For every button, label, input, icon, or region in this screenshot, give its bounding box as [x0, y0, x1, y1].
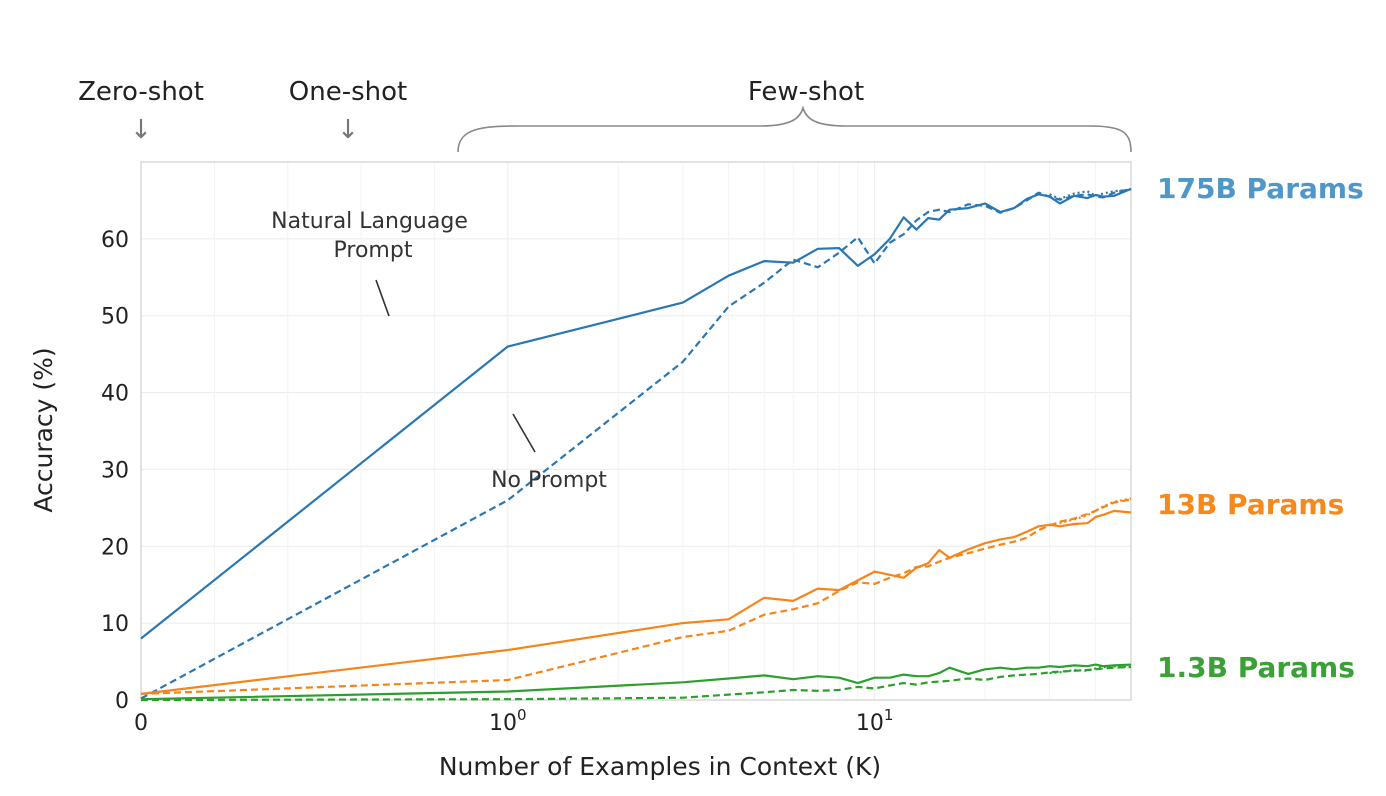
y-tick-label: 30 [101, 458, 129, 483]
zero-shot-label: Zero-shot [78, 77, 204, 107]
y-tick-label: 40 [101, 382, 129, 407]
label-175b-params: 175B Params [1157, 172, 1364, 205]
y-tick-label: 0 [115, 689, 129, 714]
series-line-13b-dashed [140, 498, 1132, 695]
series-line-175b-dashed [140, 187, 1132, 700]
annotation-line: No Prompt [491, 468, 607, 493]
series-layer [140, 187, 1132, 702]
natural-language-pointer [375, 279, 390, 317]
natural-language-prompt-annotation: Natural Language Prompt [271, 209, 475, 263]
x-tick-label: 0 [134, 711, 148, 736]
no-prompt-pointer [512, 413, 536, 453]
x-axis-title: Number of Examples in Context (K) [439, 752, 881, 781]
series-line-1-3b-solid [140, 663, 1132, 701]
series-line-175b-solid [140, 187, 1132, 640]
series-line-175b-dotted [1049, 188, 1132, 200]
annotation-line: Natural Language [271, 209, 468, 234]
zero-shot-arrow-icon: ↓ [130, 115, 152, 145]
series-line-1-3b-dashed [140, 665, 1132, 702]
label-1-3b-params: 1.3B Params [1157, 651, 1355, 684]
few-shot-brace-icon [457, 105, 1132, 153]
grid-layer [141, 162, 1131, 700]
few-shot-label: Few-shot [748, 77, 864, 107]
series-line-13b-solid [140, 509, 1132, 695]
x-tick-label: 100 [489, 706, 527, 736]
no-prompt-annotation: No Prompt [491, 468, 607, 493]
one-shot-arrow-icon: ↓ [337, 115, 359, 145]
y-axis-title: Accuracy (%) [29, 347, 58, 512]
x-tick-label: 101 [856, 706, 894, 736]
annotation-line: Prompt [334, 238, 413, 263]
x-axis-ticks: 0 100 101 [134, 706, 893, 736]
y-axis-ticks: 0 10 20 30 40 50 60 [101, 228, 129, 714]
y-tick-label: 50 [101, 305, 129, 330]
y-tick-label: 20 [101, 535, 129, 560]
plot-frame [140, 161, 1132, 701]
one-shot-label: One-shot [289, 77, 407, 107]
y-tick-label: 10 [101, 612, 129, 637]
y-tick-label: 60 [101, 228, 129, 253]
label-13b-params: 13B Params [1157, 488, 1344, 521]
